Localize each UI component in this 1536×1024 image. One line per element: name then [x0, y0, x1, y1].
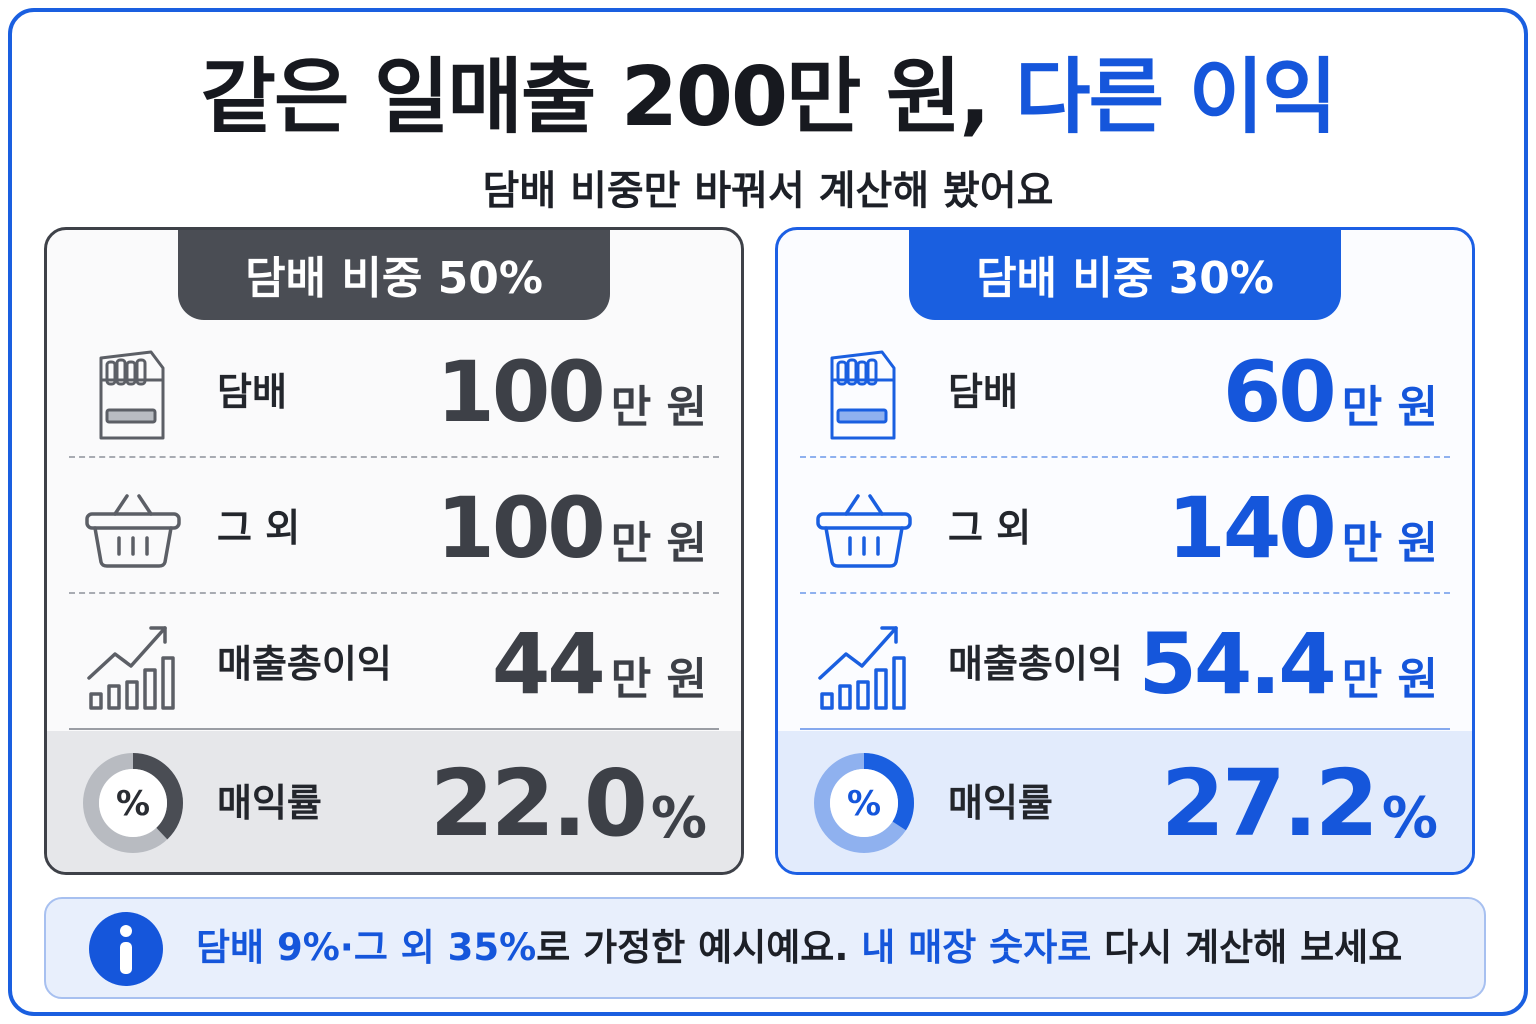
percent-donut-icon: % — [83, 753, 183, 853]
row-label: 담배 — [948, 370, 1018, 414]
row-value: 27.2% — [1160, 731, 1438, 872]
row-label: 매익률 — [217, 781, 322, 825]
scenario-card-50: 담배 비중 50% 담배 100 만 원 그 외 — [44, 227, 744, 875]
row-divider — [800, 592, 1450, 594]
row-value: 100 만 원 — [436, 460, 707, 596]
value-number: 100 — [436, 479, 605, 577]
value-unit: 만 원 — [610, 654, 707, 705]
title-main: 같은 일매출 200만 원, — [200, 50, 991, 145]
value-unit: 만 원 — [1341, 518, 1438, 569]
page-subtitle: 담배 비중만 바꿔서 계산해 봤어요 — [482, 168, 1054, 214]
info-icon — [89, 912, 163, 986]
row-label: 매출총이익 — [217, 642, 392, 686]
value-unit: 만 원 — [1341, 382, 1438, 433]
note-assumption: 담배 9%·그 외 35% — [196, 926, 537, 969]
row-value: 100 만 원 — [436, 324, 707, 460]
note-text-2: 다시 계산해 보세요 — [1091, 926, 1403, 969]
row-value: 60 만 원 — [1223, 324, 1438, 460]
growth-chart-icon — [87, 626, 175, 710]
svg-text:%: % — [847, 784, 881, 824]
row-divider — [69, 456, 719, 458]
row-divider — [69, 728, 719, 730]
row-margin-rate: % 매익률 27.2% — [778, 731, 1472, 872]
assumption-note: 담배 9%·그 외 35%로 가정한 예시예요. 내 매장 숫자로 다시 계산해… — [44, 897, 1486, 999]
cigarette-pack-icon — [830, 350, 896, 440]
note-text: 담배 9%·그 외 35%로 가정한 예시예요. 내 매장 숫자로 다시 계산해… — [196, 899, 1402, 997]
row-label: 매익률 — [948, 781, 1053, 825]
note-text-1: 로 가정한 예시예요. — [536, 926, 862, 969]
value-unit: 만 원 — [610, 382, 707, 433]
value-number: 100 — [436, 343, 605, 441]
card-tab-label: 담배 비중 30% — [909, 230, 1341, 320]
page-title: 같은 일매출 200만 원, 다른 이익 — [0, 30, 1536, 149]
growth-chart-icon — [818, 626, 906, 710]
row-gross-profit: 매출총이익 44 만 원 — [47, 596, 741, 732]
cigarette-pack-icon — [99, 350, 165, 440]
row-divider — [800, 728, 1450, 730]
value-number: 22.0 — [429, 749, 648, 857]
shopping-basket-icon — [85, 494, 181, 568]
note-highlight: 내 매장 숫자로 — [861, 926, 1092, 969]
row-divider — [69, 592, 719, 594]
card-tab-label: 담배 비중 50% — [178, 230, 610, 320]
value-number: 140 — [1167, 479, 1336, 577]
row-cigarette: 담배 100 만 원 — [47, 324, 741, 460]
svg-text:%: % — [116, 784, 150, 824]
shopping-basket-icon — [816, 494, 912, 568]
row-label: 그 외 — [217, 506, 301, 550]
percent-donut-icon: % — [814, 753, 914, 853]
scenario-card-30: 담배 비중 30% 담배 60 만 원 그 외 — [775, 227, 1475, 875]
row-others: 그 외 100 만 원 — [47, 460, 741, 596]
title-accent: 다른 이익 — [1015, 50, 1337, 145]
value-number: 27.2 — [1160, 749, 1379, 857]
row-margin-rate: % 매익률 22.0% — [47, 731, 741, 872]
row-value: 140 만 원 — [1167, 460, 1438, 596]
row-label: 그 외 — [948, 506, 1032, 550]
row-value: 44 만 원 — [492, 596, 707, 732]
value-unit: 만 원 — [610, 518, 707, 569]
value-number: 54.4 — [1138, 615, 1336, 713]
value-unit: % — [650, 785, 707, 851]
row-gross-profit: 매출총이익 54.4 만 원 — [778, 596, 1472, 732]
row-value: 54.4 만 원 — [1138, 596, 1438, 732]
row-value: 22.0% — [429, 731, 707, 872]
row-others: 그 외 140 만 원 — [778, 460, 1472, 596]
row-divider — [800, 456, 1450, 458]
value-number: 60 — [1222, 343, 1337, 441]
value-unit: 만 원 — [1341, 654, 1438, 705]
row-label: 담배 — [217, 370, 287, 414]
row-cigarette: 담배 60 만 원 — [778, 324, 1472, 460]
value-unit: % — [1381, 785, 1438, 851]
row-label: 매출총이익 — [948, 642, 1123, 686]
value-number: 44 — [491, 615, 606, 713]
